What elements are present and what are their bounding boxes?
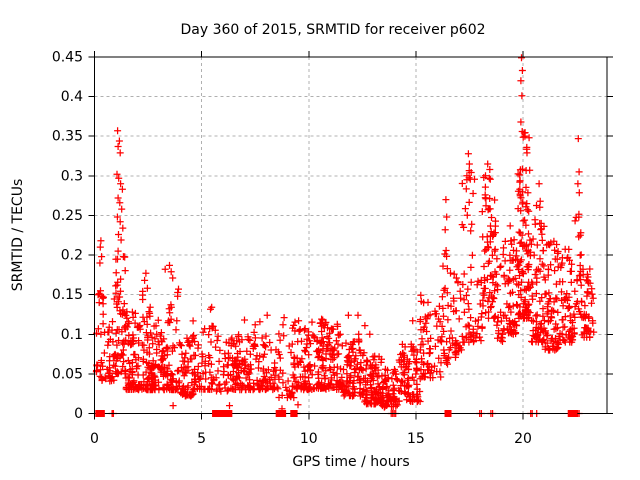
tick-labels: 0 0.05 0.1 0.15 0.2 0.25 0.3 0.35 0.4 0.45 0 5 10 15 2… <box>52 50 532 448</box>
y-tick-label: 0.05 <box>52 366 83 382</box>
zero-square-marker <box>279 410 287 417</box>
zero-square-marker <box>212 410 220 417</box>
zero-square-marker <box>97 410 105 417</box>
plot-border-and-ticks <box>88 51 613 420</box>
x-tick-label: 10 <box>300 431 318 447</box>
x-tick-label: 5 <box>197 431 206 447</box>
y-axis-label: SRMTID / TECUs <box>10 178 26 292</box>
y-tick-label: 0.15 <box>52 287 83 303</box>
y-tick-label: 0.1 <box>61 327 83 343</box>
y-tick-label: 0.45 <box>52 50 83 66</box>
y-tick-label: 0.4 <box>61 89 83 105</box>
x-tick-label: 0 <box>90 431 99 447</box>
plot-border <box>94 56 608 414</box>
zero-square-marker <box>444 410 452 417</box>
x-axis-label: GPS time / hours <box>292 454 410 470</box>
zero-square-markers <box>95 410 578 417</box>
zero-square-marker <box>570 410 578 417</box>
chart-title: Day 360 of 2015, SRMTID for receiver p60… <box>180 22 486 38</box>
scatter-points <box>92 54 598 417</box>
y-tick-label: 0.3 <box>61 168 83 184</box>
y-tick-label: 0.2 <box>61 248 83 264</box>
zero-square-marker <box>225 410 233 417</box>
y-tick-label: 0.35 <box>52 129 83 145</box>
data-point-cloud <box>92 54 598 417</box>
x-tick-label: 20 <box>514 431 532 447</box>
x-tick-label: 15 <box>407 431 425 447</box>
y-tick-label: 0 <box>74 406 83 422</box>
zero-square-marker <box>216 410 224 417</box>
y-tick-label: 0.25 <box>52 208 83 224</box>
zero-square-marker <box>290 410 298 417</box>
